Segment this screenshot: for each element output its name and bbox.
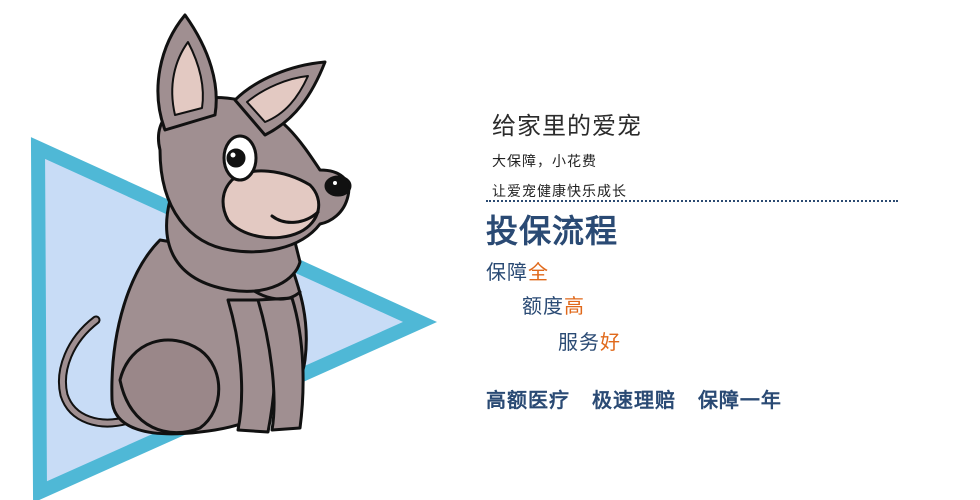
feature-item: 高额医疗 bbox=[486, 388, 570, 412]
feature-item: 保障一年 bbox=[697, 388, 782, 412]
step-highlight: 好 bbox=[600, 330, 621, 354]
step-highlight: 全 bbox=[528, 260, 549, 284]
subline-1: 大保障，小花费 bbox=[492, 154, 597, 170]
feature-item: 极速理赔 bbox=[591, 388, 676, 412]
hero-text: 给家里的爱宠 大保障，小花费 让爱宠健康快乐成长 bbox=[486, 106, 906, 211]
process-title: 投保流程 bbox=[486, 212, 619, 250]
process-step: 保障全 bbox=[486, 256, 549, 285]
tagline: 给家里的爱宠 bbox=[492, 112, 642, 140]
process-step: 服务好 bbox=[558, 326, 621, 355]
dog-illustration bbox=[58, 13, 352, 436]
subline-2: 让爱宠健康快乐成长 bbox=[492, 184, 627, 200]
features-list: 高额医疗 极速理赔 保障一年 bbox=[486, 384, 796, 413]
step-highlight: 高 bbox=[564, 294, 585, 318]
divider bbox=[486, 200, 898, 202]
step-text: 服务 bbox=[558, 330, 600, 354]
step-text: 额度 bbox=[522, 294, 564, 318]
step-text: 保障 bbox=[486, 260, 528, 284]
process-step: 额度高 bbox=[522, 290, 585, 319]
